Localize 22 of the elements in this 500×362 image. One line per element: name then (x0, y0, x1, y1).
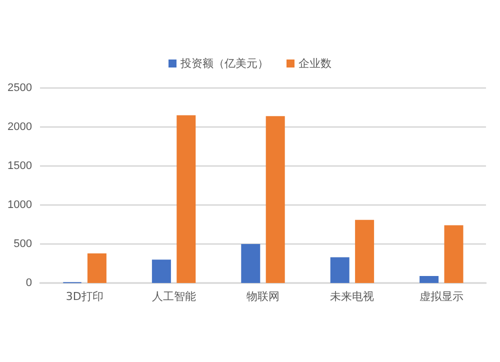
y-tick-label: 2000 (8, 121, 32, 133)
x-tick-label: 人工智能 (152, 290, 196, 303)
bar (420, 276, 439, 283)
bar (444, 225, 464, 283)
bar (266, 116, 285, 283)
x-tick-label: 3D打印 (66, 290, 104, 303)
y-tick-label: 1500 (8, 160, 32, 172)
x-tick-label: 物联网 (246, 290, 280, 303)
bar (87, 253, 106, 283)
bar (330, 257, 350, 283)
bar (241, 244, 260, 283)
bar (176, 115, 196, 283)
y-tick-label: 1000 (8, 199, 32, 211)
legend-label: 企业数 (298, 57, 332, 70)
bar (152, 260, 171, 283)
y-tick-label: 0 (26, 277, 32, 289)
legend-label: 投资额（亿美元） (180, 57, 268, 70)
x-tick-label: 虚拟显示 (419, 290, 464, 303)
y-tick-label: 500 (14, 238, 32, 250)
x-tick-label: 未来电视 (330, 290, 374, 303)
y-tick-label: 2500 (8, 82, 32, 94)
bar (355, 220, 374, 283)
